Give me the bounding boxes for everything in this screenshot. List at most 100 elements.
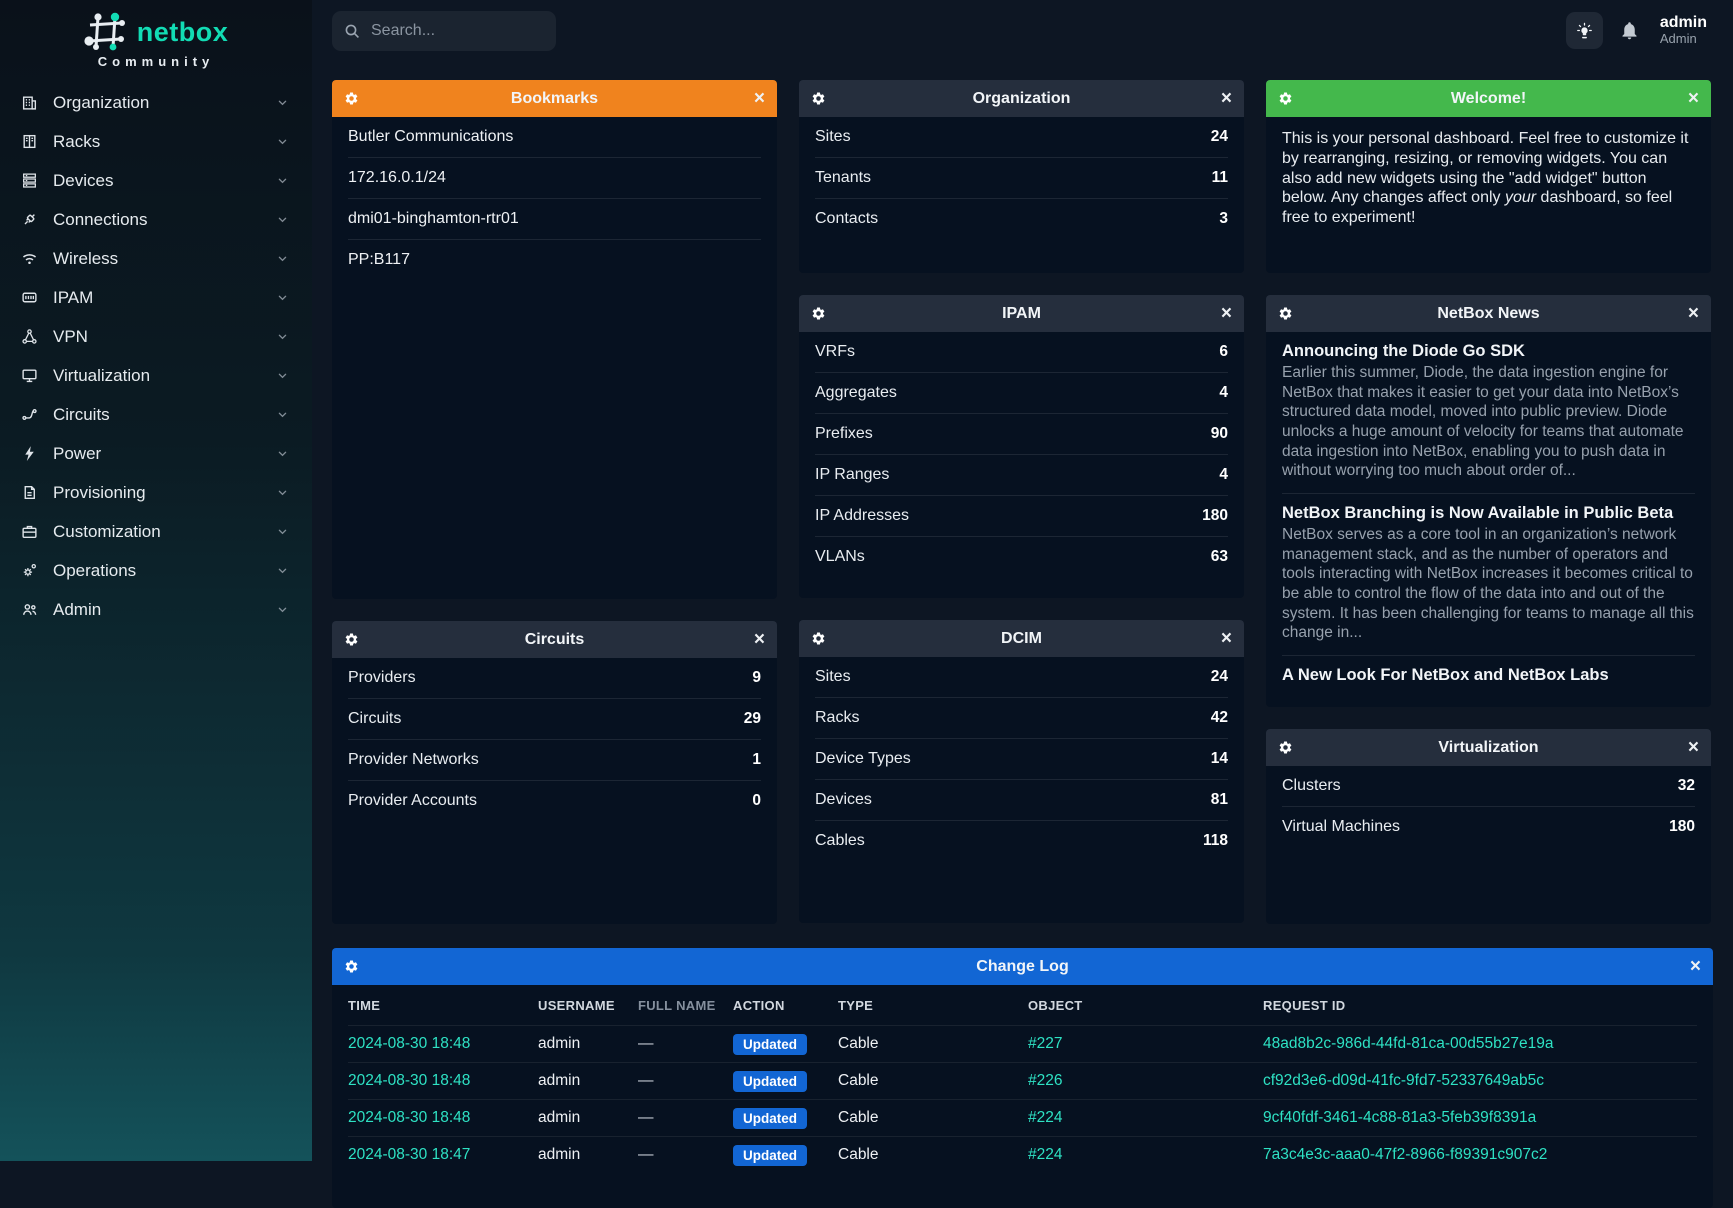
changelog-time-link[interactable]: 2024-08-30 18:48: [348, 1109, 471, 1126]
action-badge: Updated: [733, 1144, 807, 1166]
widget-config-icon[interactable]: [344, 91, 370, 106]
widget-config-icon[interactable]: [344, 632, 370, 647]
sidebar-nav: Organization Racks Devices Connections: [0, 83, 312, 629]
action-badge: Updated: [733, 1107, 807, 1129]
stat-row[interactable]: Clusters 32: [1282, 777, 1695, 794]
brand[interactable]: netbox Community: [0, 12, 312, 69]
admin-icon: [20, 601, 38, 619]
sidebar-item-wireless[interactable]: Wireless: [0, 239, 312, 278]
widget-netbox-news: NetBox News × Announcing the Diode Go SD…: [1266, 295, 1711, 707]
close-icon[interactable]: ×: [1689, 956, 1701, 977]
close-icon[interactable]: ×: [1687, 303, 1699, 324]
news-article-body: NetBox serves as a core tool in an organ…: [1282, 526, 1694, 642]
stat-row[interactable]: IP Addresses 180: [815, 495, 1228, 536]
close-icon[interactable]: ×: [1687, 737, 1699, 758]
bookmark-item[interactable]: PP:B117: [348, 239, 761, 280]
stat-row[interactable]: Circuits 29: [348, 698, 761, 739]
stat-row[interactable]: VRFs 6: [815, 343, 1228, 360]
widget-config-icon[interactable]: [811, 631, 837, 646]
stat-row[interactable]: IP Ranges 4: [815, 454, 1228, 495]
close-icon[interactable]: ×: [1687, 88, 1699, 109]
changelog-object-link[interactable]: #224: [1028, 1146, 1063, 1163]
changelog-request-id-link[interactable]: 9cf40fdf-3461-4c88-81a3-5feb39f8391a: [1263, 1109, 1537, 1126]
widget-config-icon[interactable]: [811, 306, 837, 321]
close-icon[interactable]: ×: [1220, 628, 1232, 649]
stat-row[interactable]: Device Types 14: [815, 738, 1228, 779]
stat-row[interactable]: Prefixes 90: [815, 413, 1228, 454]
stat-row[interactable]: Provider Networks 1: [348, 739, 761, 780]
widget-title: Virtualization: [1438, 738, 1539, 756]
news-article-title[interactable]: A New Look For NetBox and NetBox Labs: [1282, 666, 1609, 685]
operations-icon: [20, 562, 38, 580]
close-icon[interactable]: ×: [1220, 88, 1232, 109]
changelog-time-link[interactable]: 2024-08-30 18:47: [348, 1146, 471, 1163]
widget-config-icon[interactable]: [811, 91, 837, 106]
topbar: admin Admin: [312, 0, 1733, 61]
bookmark-item[interactable]: Butler Communications: [348, 128, 514, 145]
chevron-down-icon: [275, 290, 290, 305]
column-header-type: TYPE: [838, 997, 874, 1013]
stat-row[interactable]: Contacts 3: [815, 198, 1228, 239]
devices-icon: [20, 172, 38, 190]
widget-dcim: DCIM × Sites 24 Racks: [799, 620, 1244, 923]
sidebar-item-devices[interactable]: Devices: [0, 161, 312, 200]
sidebar-item-vpn[interactable]: VPN: [0, 317, 312, 356]
bookmark-item[interactable]: dmi01-binghamton-rtr01: [348, 198, 761, 239]
sidebar-item-virtualization[interactable]: Virtualization: [0, 356, 312, 395]
sidebar-item-circuits[interactable]: Circuits: [0, 395, 312, 434]
close-icon[interactable]: ×: [753, 629, 765, 650]
theme-toggle-button[interactable]: [1565, 12, 1603, 49]
close-icon[interactable]: ×: [753, 88, 765, 109]
stat-row[interactable]: VLANs 63: [815, 536, 1228, 577]
sidebar-item-racks[interactable]: Racks: [0, 122, 312, 161]
changelog-object-link[interactable]: #227: [1028, 1035, 1063, 1052]
sidebar-item-customization[interactable]: Customization: [0, 512, 312, 551]
search-box[interactable]: [332, 10, 556, 51]
widget-config-icon[interactable]: [1278, 91, 1304, 106]
chevron-down-icon: [275, 524, 290, 539]
sidebar-item-organization[interactable]: Organization: [0, 83, 312, 122]
changelog-row: 2024-08-30 18:48 admin — Updated Cable #…: [348, 1062, 1697, 1099]
stat-row[interactable]: Providers 9: [348, 669, 761, 686]
sidebar-item-power[interactable]: Power: [0, 434, 312, 473]
stat-row[interactable]: Tenants 11: [815, 157, 1228, 198]
stat-row[interactable]: Virtual Machines 180: [1282, 806, 1695, 847]
stat-row[interactable]: Racks 42: [815, 697, 1228, 738]
news-article-title[interactable]: NetBox Branching is Now Available in Pub…: [1282, 504, 1674, 523]
widget-config-icon[interactable]: [344, 959, 370, 974]
stat-row[interactable]: Sites 24: [815, 668, 1228, 685]
sidebar-item-connections[interactable]: Connections: [0, 200, 312, 239]
changelog-request-id-link[interactable]: 48ad8b2c-986d-44fd-81ca-00d55b27e19a: [1263, 1035, 1554, 1052]
sidebar-item-ipam[interactable]: IPAM: [0, 278, 312, 317]
sidebar-item-provisioning[interactable]: Provisioning: [0, 473, 312, 512]
changelog-time-link[interactable]: 2024-08-30 18:48: [348, 1072, 471, 1089]
changelog-request-id-link[interactable]: cf92d3e6-d09d-41fc-9fd7-52337649ab5c: [1263, 1072, 1544, 1089]
chevron-down-icon: [275, 407, 290, 422]
changelog-object-link[interactable]: #226: [1028, 1072, 1063, 1089]
changelog-type: Cable: [838, 1035, 879, 1052]
widget-config-icon[interactable]: [1278, 306, 1304, 321]
notifications-bell-icon[interactable]: [1619, 20, 1640, 41]
sidebar-item-operations[interactable]: Operations: [0, 551, 312, 590]
news-article-title[interactable]: Announcing the Diode Go SDK: [1282, 342, 1525, 360]
changelog-full-name: —: [638, 1146, 654, 1163]
stat-row[interactable]: Cables 118: [815, 820, 1228, 861]
widget-virtualization: Virtualization × Clusters 32 Virtual: [1266, 729, 1711, 924]
sidebar-item-admin[interactable]: Admin: [0, 590, 312, 629]
chevron-down-icon: [275, 329, 290, 344]
bookmark-item[interactable]: 172.16.0.1/24: [348, 157, 761, 198]
search-input[interactable]: [369, 20, 544, 41]
stat-row[interactable]: Sites 24: [815, 128, 1228, 145]
changelog-object-link[interactable]: #224: [1028, 1109, 1063, 1126]
changelog-time-link[interactable]: 2024-08-30 18:48: [348, 1035, 471, 1052]
stat-row[interactable]: Devices 81: [815, 779, 1228, 820]
vpn-icon: [20, 328, 38, 346]
close-icon[interactable]: ×: [1220, 303, 1232, 324]
widget-config-icon[interactable]: [1278, 740, 1304, 755]
user-menu[interactable]: admin Admin: [1660, 14, 1707, 47]
stat-row[interactable]: Provider Accounts 0: [348, 780, 761, 821]
widget-change-log: Change Log × TIME USERNAME FULL NAME ACT…: [332, 948, 1713, 1208]
changelog-request-id-link[interactable]: 7a3c4e3c-aaa0-47f2-8966-f89391c907c2: [1263, 1146, 1548, 1163]
stat-row[interactable]: Aggregates 4: [815, 372, 1228, 413]
widget-welcome: Welcome! × This is your personal dashboa…: [1266, 80, 1711, 273]
